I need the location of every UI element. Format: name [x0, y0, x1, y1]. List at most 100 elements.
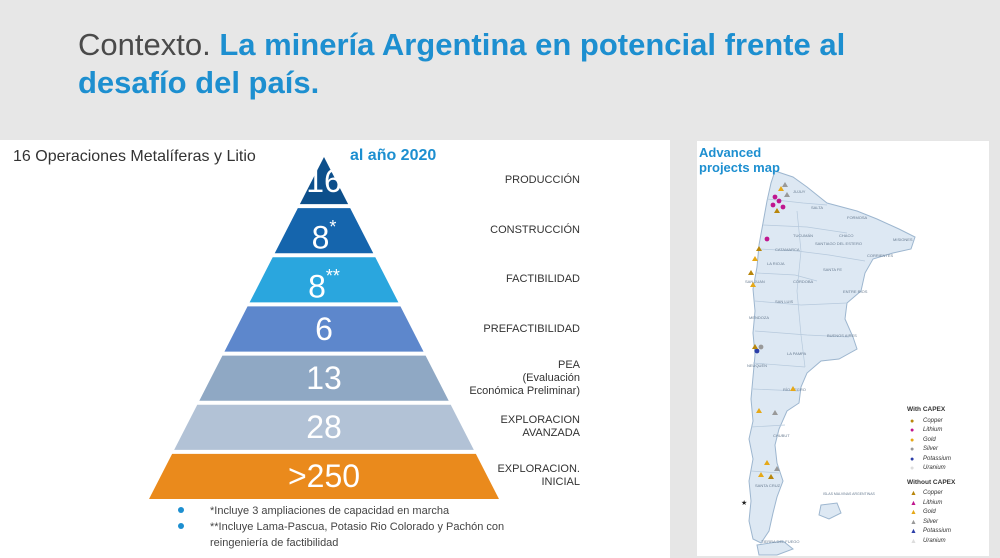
- circle-icon: ●: [910, 427, 915, 434]
- province-label: SAN LUIS: [775, 299, 794, 304]
- legend-item: ▲ Lithium: [910, 499, 943, 507]
- project-marker-triangle: [782, 182, 788, 187]
- project-marker-triangle: [752, 344, 758, 349]
- province-label: SANTIAGO DEL ESTERO: [815, 241, 862, 246]
- project-marker-triangle: [772, 410, 778, 415]
- project-marker-triangle: [748, 270, 754, 275]
- project-marker-triangle: [768, 474, 774, 479]
- project-marker-triangle: [756, 246, 762, 251]
- footnotes: *Incluye 3 ampliaciones de capacidad en …: [178, 503, 538, 551]
- tierra-del-fuego-shape: [756, 540, 794, 556]
- province-label: ISLAS MALVINAS ARGENTINAS: [823, 492, 876, 496]
- tier-stage-label: PREFACTIBILIDAD: [483, 322, 580, 335]
- province-label: ENTRE RIOS: [843, 289, 868, 294]
- province-label: CORRIENTES: [867, 253, 894, 258]
- province-label: CHACO: [839, 233, 853, 238]
- footnote-2: **Incluye Lama-Pascua, Potasio Rio Color…: [178, 519, 538, 551]
- tier-stage-label: CONSTRUCCIÓN: [490, 224, 580, 237]
- project-marker-triangle: [758, 472, 764, 477]
- triangle-icon: ▲: [910, 528, 917, 535]
- project-marker-triangle: [778, 186, 784, 191]
- tier-stage-label: EXPLORACION AVANZADA: [500, 414, 580, 440]
- triangle-icon: ▲: [910, 537, 917, 545]
- legend-item: ● Silver: [910, 446, 939, 453]
- province-label: JUJUY: [793, 189, 806, 194]
- title-prefix: Contexto.: [78, 27, 211, 62]
- project-marker-circle: [780, 204, 786, 210]
- title-main: La minería Argentina en potencial frente…: [78, 27, 846, 100]
- province-label: TUCUMÁN: [793, 233, 813, 238]
- legend-item: ● Gold: [910, 436, 936, 444]
- projects-map: Advanced projects map JUJUY SALTA FORMOSA C…: [697, 141, 989, 556]
- project-marker-circle: [758, 344, 764, 350]
- triangle-icon: ▲: [910, 499, 917, 507]
- province-label: SANTA FE: [823, 267, 842, 272]
- legend-item: ● Uranium: [910, 465, 946, 472]
- footnote-1: *Incluye 3 ampliaciones de capacidad en …: [178, 503, 538, 519]
- circle-icon: ●: [910, 465, 915, 472]
- province-label: LA RIOJA: [767, 261, 785, 266]
- legend-item: ▲ Potassium: [910, 528, 952, 535]
- project-marker-circle: [764, 236, 770, 242]
- tier-number: >250: [287, 458, 361, 495]
- circle-icon: ●: [910, 436, 915, 444]
- circle-icon: ●: [910, 417, 915, 425]
- province-label: SANTA CRUZ: [755, 483, 781, 488]
- bullet-icon: [178, 523, 184, 529]
- legend-item: ▲ Copper: [910, 490, 943, 497]
- project-marker-triangle: [750, 282, 756, 287]
- project-marker-triangle: [774, 208, 780, 213]
- tier-stage-label: FACTIBILIDAD: [506, 273, 580, 286]
- tier-number: 8*: [311, 216, 337, 256]
- triangle-icon: ▲: [910, 490, 917, 497]
- project-markers: ★: [741, 182, 796, 507]
- project-marker-circle: [754, 348, 760, 354]
- map-title: Advanced projects map: [699, 145, 780, 175]
- tier-number: 8**: [308, 265, 340, 305]
- province-label: MISIONES: [893, 237, 913, 242]
- argentina-outline: [748, 170, 916, 544]
- province-label: NEUQUÉN: [747, 363, 767, 368]
- tier-stage-label: EXPLORACION. INICIAL: [497, 463, 580, 489]
- tier-stage-label: PEA (Evaluación Económica Preliminar): [469, 358, 580, 397]
- triangle-icon: ▲: [910, 518, 917, 526]
- malvinas-shape: [818, 502, 842, 520]
- province-label: CHUBUT: [773, 433, 790, 438]
- header-band: [0, 0, 1000, 140]
- tier-number: 13: [306, 360, 342, 397]
- slide-title: Contexto. La minería Argentina en potenc…: [78, 26, 938, 102]
- province-label: TIERRA DEL FUEGO: [761, 539, 800, 544]
- legend-without-heading: Without CAPEX: [907, 478, 956, 486]
- project-marker-circle: [770, 202, 776, 208]
- province-label: MENDOZA: [749, 315, 769, 320]
- map-legend: With CAPEX ● Copper ● Lithium ● Gold ● Silver ● P…: [907, 405, 987, 546]
- operations-label: 16 Operaciones Metalíferas y Litio: [13, 148, 256, 165]
- circle-icon: ●: [910, 455, 915, 463]
- year-label: al año 2020: [350, 147, 437, 164]
- project-marker-triangle: [790, 386, 796, 391]
- argentina-map: [748, 170, 916, 556]
- tier-stage-label: PRODUCCIÓN: [504, 174, 580, 187]
- project-marker-triangle: [756, 408, 762, 413]
- project-marker-circle: [772, 194, 778, 200]
- footnote-text: *Incluye 3 ampliaciones de capacidad en …: [210, 505, 450, 517]
- legend-item: ▲ Silver: [910, 518, 939, 526]
- legend-item: ● Copper: [910, 417, 943, 425]
- tier-number: 6: [315, 311, 333, 347]
- tier-number: 16: [306, 162, 342, 199]
- legend-with-heading: With CAPEX: [907, 406, 946, 413]
- circle-icon: ●: [910, 446, 915, 453]
- legend-item: ● Potassium: [910, 455, 952, 463]
- province-label: CÓRDOBA: [793, 279, 814, 284]
- project-marker-triangle: [764, 460, 770, 465]
- project-marker-triangle: [784, 192, 790, 197]
- footnote-text: **Incluye Lama-Pascua, Potasio Rio Color…: [210, 521, 505, 549]
- province-label: LA PAMPA: [787, 351, 807, 356]
- province-label: BUENOS AIRES: [827, 333, 857, 338]
- province-label: FORMOSA: [847, 215, 868, 220]
- legend-item: ● Lithium: [910, 427, 943, 434]
- project-marker-triangle: [774, 466, 780, 471]
- tier-number: 28: [306, 409, 342, 446]
- province-label: SAN JUAN: [745, 279, 765, 284]
- province-label: CATAMARCA: [775, 247, 800, 252]
